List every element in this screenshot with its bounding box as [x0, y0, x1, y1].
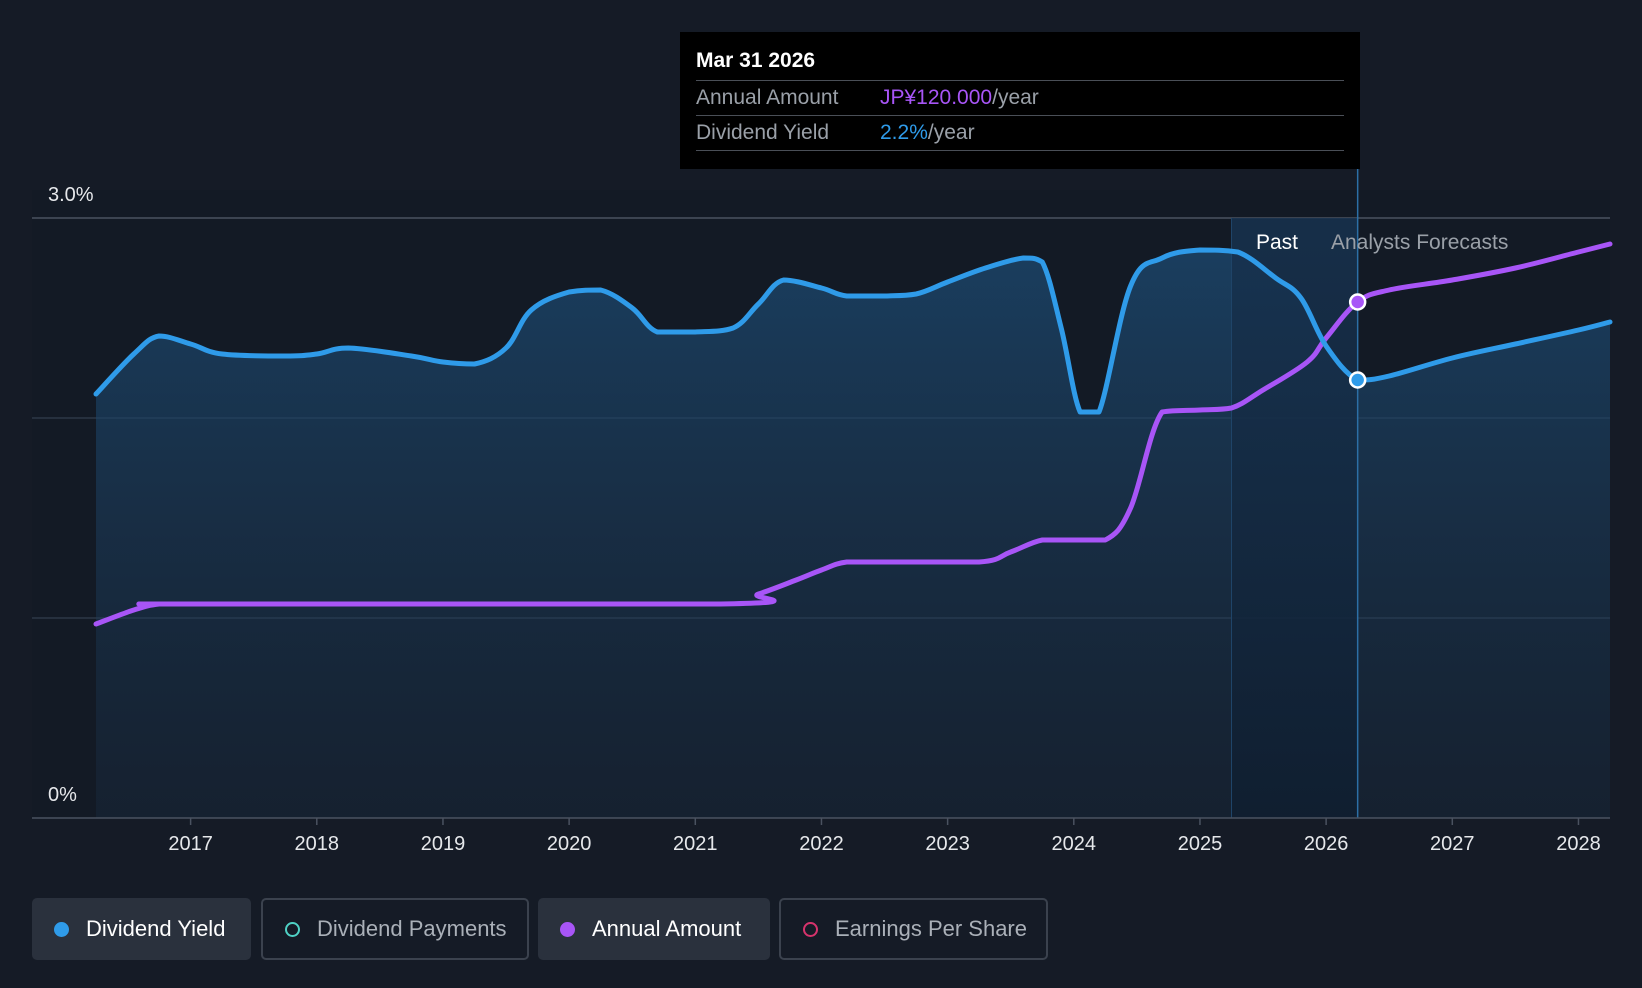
analysts-forecasts-label: Analysts Forecasts [1331, 231, 1508, 254]
y-axis-zero-label: 0% [48, 784, 77, 806]
x-tick-label: 2022 [799, 833, 844, 855]
dividend-yield-dot-icon [54, 921, 69, 937]
past-label: Past [1256, 231, 1298, 254]
x-tick-label: 2021 [673, 833, 718, 855]
tooltip-date: Mar 31 2026 [696, 49, 816, 72]
x-tick-label: 2028 [1556, 833, 1601, 855]
tooltip-annual-suffix: /year [992, 86, 1039, 109]
dividend-yield-line [93, 247, 1613, 415]
x-ticks: 2017 2018 2019 2020 2021 2022 2023 2024 2025 2026… [168, 818, 1601, 855]
dividend-payments-ring-icon [285, 921, 300, 937]
x-tick-label: 2027 [1430, 833, 1475, 855]
x-tick-label: 2018 [295, 833, 340, 855]
tooltip-yield-label: Dividend Yield [696, 121, 830, 144]
x-tick-label: 2025 [1178, 833, 1223, 855]
earnings-per-share-ring-icon [803, 921, 818, 937]
past-forecast-band [1231, 218, 1358, 818]
legend-dividend-payments-label: Dividend Payments [317, 916, 507, 941]
tooltip-yield-row: Dividend Yield 2.2%/year [696, 115, 1344, 151]
legend-earnings-per-share-label: Earnings Per Share [835, 916, 1027, 941]
tooltip-yield-value: 2.2% [880, 121, 928, 144]
legend-dividend-yield[interactable]: Dividend Yield [32, 898, 251, 960]
annual-amount-dot-icon [560, 921, 575, 937]
x-tick-label: 2024 [1052, 833, 1097, 855]
hover-tooltip: Mar 31 2026 Annual Amount JP¥120.000/year… [680, 32, 1360, 169]
legend-annual-amount-label: Annual Amount [592, 916, 742, 941]
legend-earnings-per-share[interactable]: Earnings Per Share [779, 898, 1048, 960]
tooltip-annual-row: Annual Amount JP¥120.000/year [696, 80, 1344, 115]
x-tick-label: 2020 [547, 833, 592, 855]
legend-dividend-payments[interactable]: Dividend Payments [261, 898, 529, 960]
tooltip-annual-label: Annual Amount [696, 86, 839, 109]
x-tick-label: 2026 [1304, 833, 1349, 855]
legend-annual-amount[interactable]: Annual Amount [538, 898, 770, 960]
tooltip-yield-suffix: /year [927, 121, 975, 144]
dividend-yield-marker[interactable] [1348, 371, 1367, 389]
x-tick-label: 2019 [421, 833, 466, 855]
tooltip-annual-value: JP¥120.000 [880, 86, 993, 109]
x-tick-label: 2017 [168, 833, 213, 855]
legend-dividend-yield-label: Dividend Yield [86, 916, 226, 941]
annual-amount-marker[interactable] [1348, 293, 1367, 311]
y-axis-top-label: 3.0% [48, 184, 94, 206]
x-tick-label: 2023 [925, 833, 970, 855]
